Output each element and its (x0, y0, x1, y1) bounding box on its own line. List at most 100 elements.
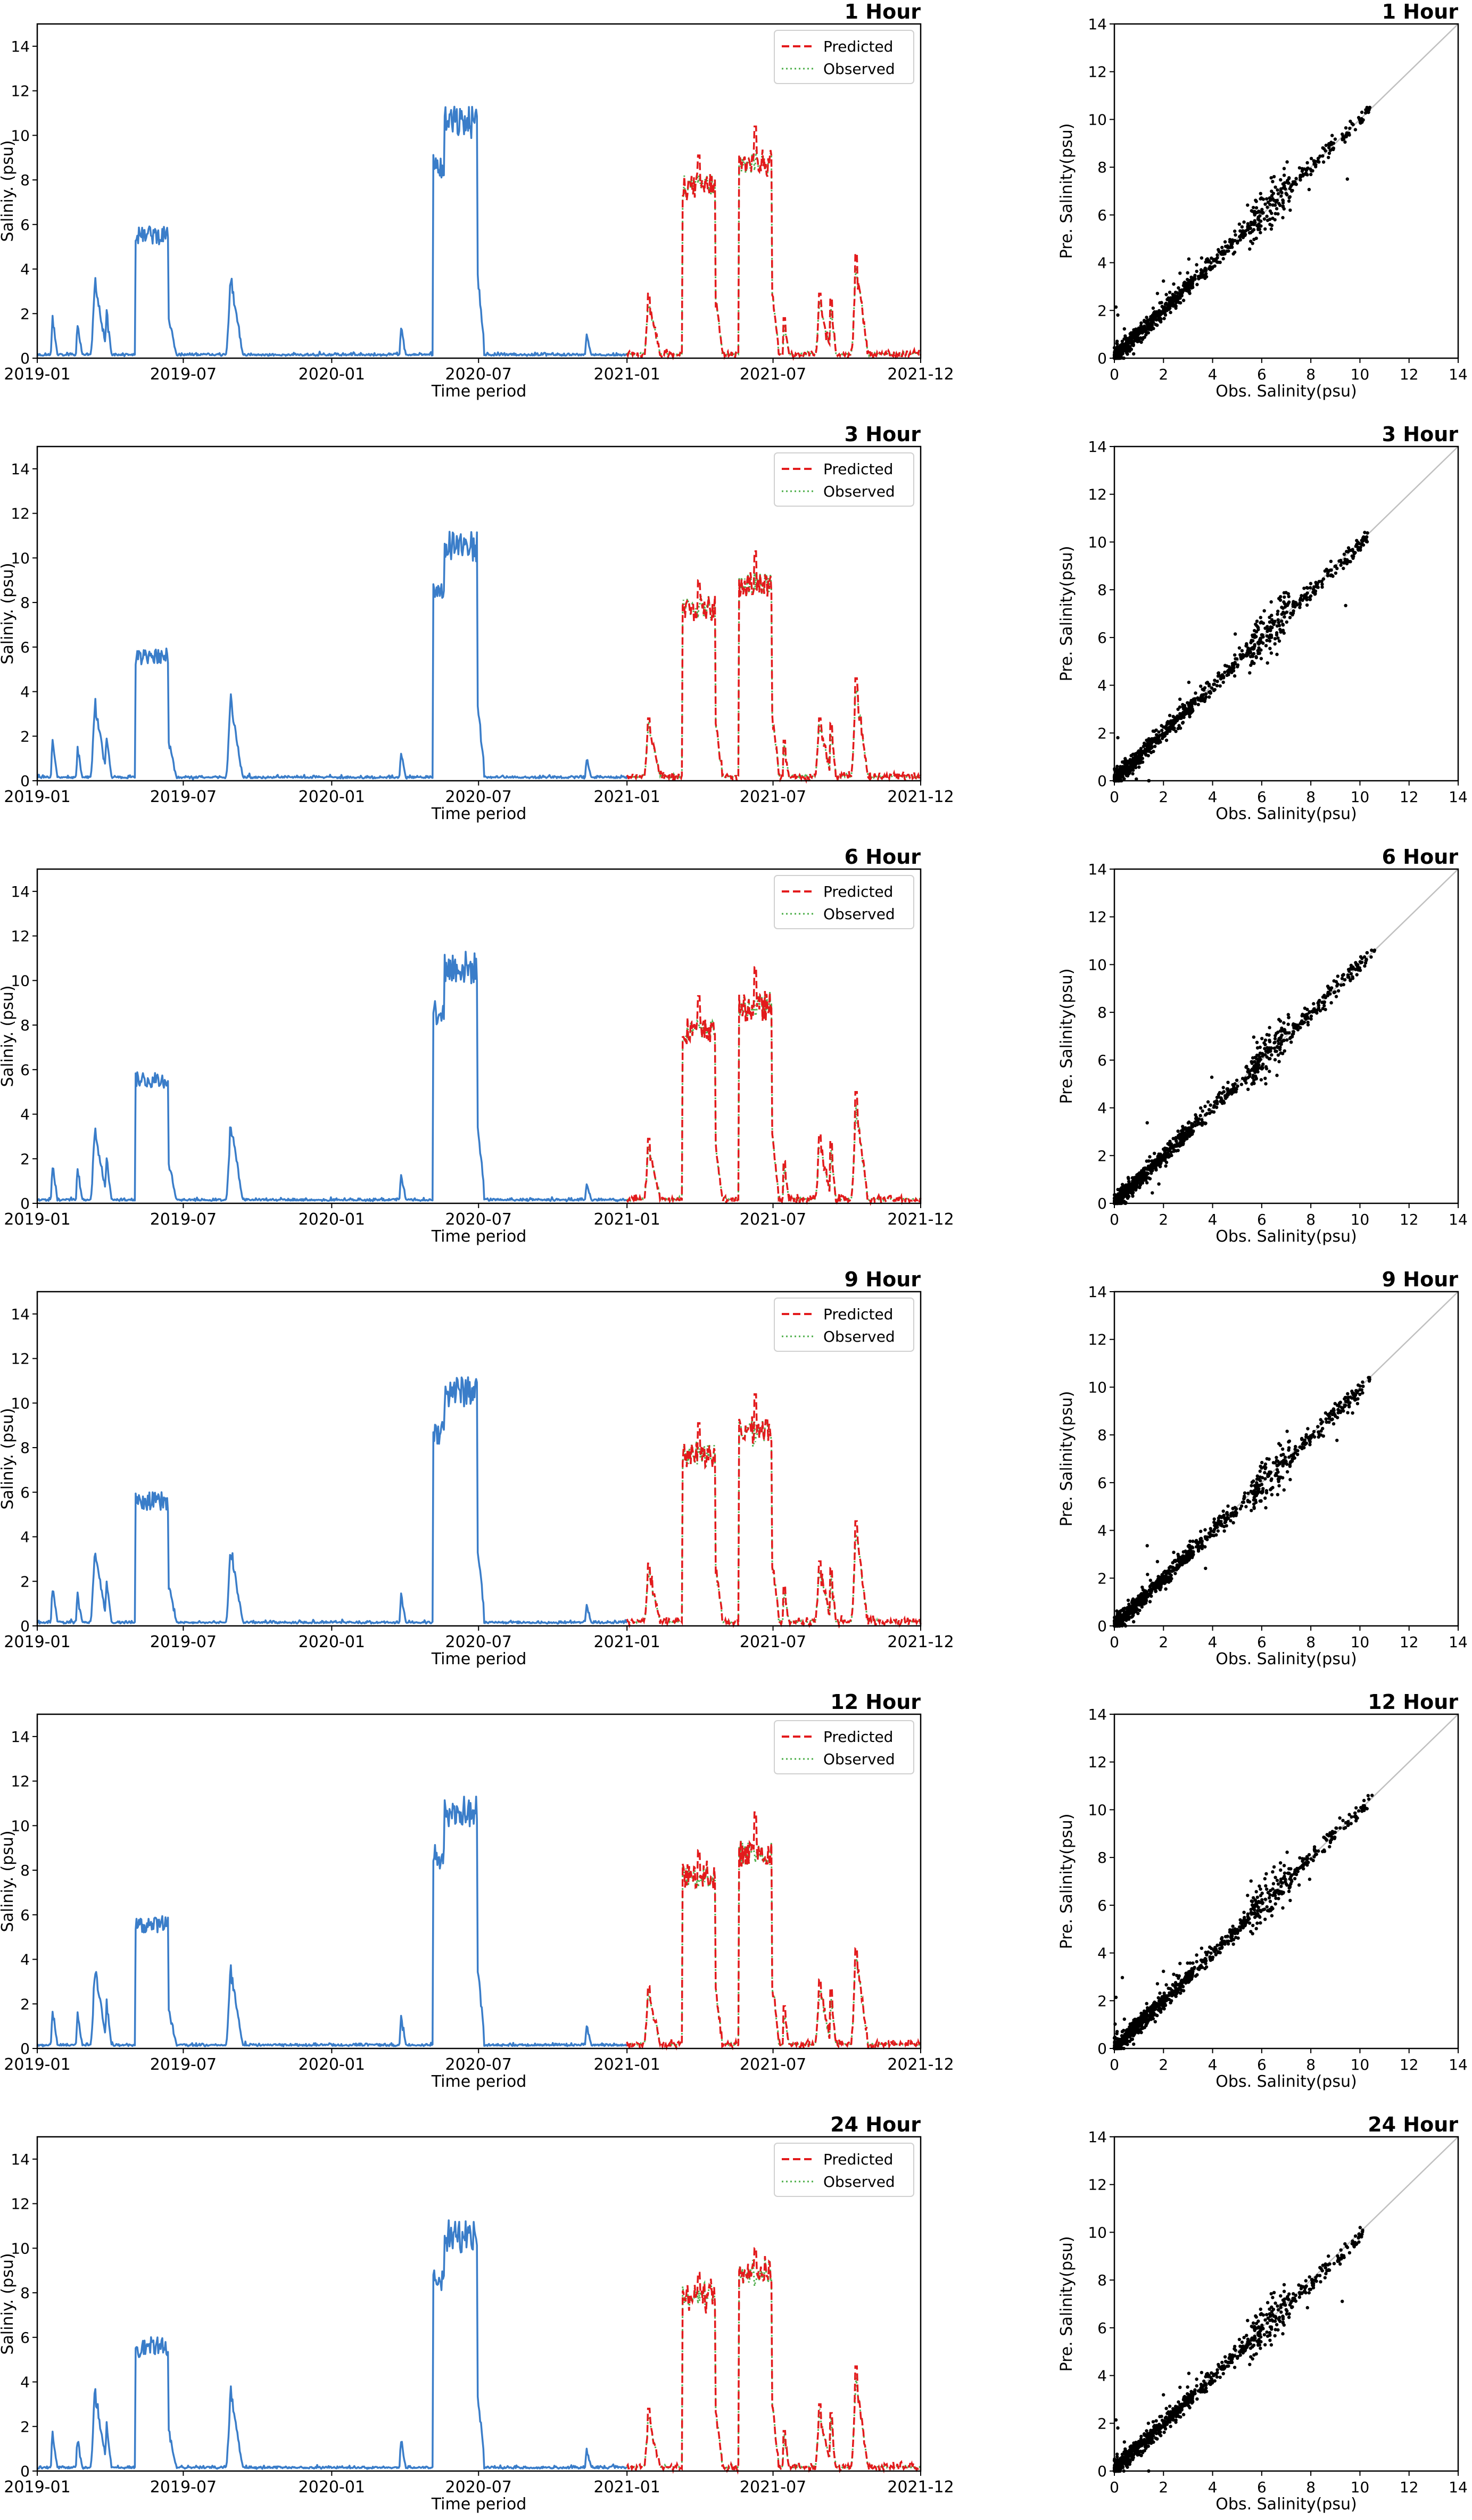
scatter-point (1273, 212, 1277, 216)
scatter-point (1143, 324, 1146, 328)
scatter-point (1162, 1969, 1165, 1973)
scatter-point (1162, 2007, 1166, 2011)
scatter-point (1286, 1022, 1290, 1026)
scatter-point (1134, 1177, 1138, 1181)
y-tick-label: 14 (1088, 1283, 1107, 1301)
scatter-point (1189, 1128, 1193, 1132)
scatter-point (1305, 603, 1309, 607)
scatter-point (1285, 1850, 1289, 1854)
scatter-point (1170, 1569, 1173, 1573)
y-tick-label: 10 (11, 127, 30, 144)
x-tick-label: 2021-01 (594, 1210, 660, 1229)
scatter-point (1164, 1587, 1168, 1591)
scatter-point (1115, 342, 1119, 346)
scatter-point (1162, 1153, 1167, 1158)
scatter-point (1363, 964, 1367, 968)
y-axis-label: Pre. Salinity(psu) (1057, 546, 1076, 682)
scatter-point (1143, 2014, 1146, 2018)
scatter-point (1281, 1028, 1285, 1032)
scatter-point (1153, 1152, 1156, 1155)
x-tick-label: 14 (1449, 366, 1468, 383)
scatter-point (1233, 632, 1237, 636)
scatter-point (1172, 726, 1176, 730)
scatter-point (1157, 730, 1161, 734)
scatter-point (1359, 955, 1363, 959)
scatter-point (1178, 288, 1182, 293)
x-tick-label: 2019-07 (150, 1210, 217, 1229)
scatter-point (1281, 1452, 1285, 1457)
scatter-point (1215, 256, 1219, 260)
scatter-point (1327, 1417, 1331, 1420)
scatter-point (1288, 1877, 1292, 1881)
scatter-point (1250, 222, 1253, 227)
scatter-point (1324, 149, 1327, 153)
y-tick-label: 2 (20, 1150, 30, 1168)
scatter-point (1336, 989, 1341, 993)
y-tick-label: 12 (1088, 2176, 1107, 2194)
scatter-point (1272, 1865, 1276, 1869)
scatter-point (1193, 1120, 1197, 1124)
scatter-point (1227, 668, 1231, 672)
scatter-point (1273, 637, 1277, 641)
scatter-point (1266, 200, 1270, 204)
scatter-point (1140, 750, 1144, 754)
scatter-point (1333, 137, 1337, 141)
scatter-point (1357, 1809, 1361, 1813)
predicted-series-line (626, 966, 922, 1207)
scatter-point (1255, 1483, 1259, 1486)
x-tick-label: 0 (1110, 1633, 1119, 1651)
scatter-point (1165, 1578, 1169, 1582)
scatter-point (1138, 761, 1142, 765)
scatter-point (1226, 1513, 1229, 1517)
scatter-point (1265, 214, 1269, 218)
x-tick-label: 0 (1110, 2056, 1119, 2073)
scatter-point (1143, 1590, 1146, 1594)
scatter-point (1274, 1890, 1278, 1894)
scatter-point (1264, 1884, 1268, 1888)
x-tick-label: 2019-07 (150, 2478, 217, 2497)
scatter-point (1353, 1811, 1357, 1815)
scatter-point (1219, 674, 1223, 679)
scatter-point (1290, 1879, 1294, 1883)
scatter-point (1254, 1500, 1258, 1505)
scatter-point (1362, 1805, 1366, 1809)
scatter-point (1326, 1412, 1330, 1417)
scatter-point (1281, 1052, 1285, 1055)
scatter-point (1204, 1951, 1208, 1954)
y-tick-label: 0 (20, 2040, 30, 2058)
scatter-point (1233, 1506, 1237, 1509)
scatter-point (1319, 1422, 1323, 1425)
scatter-point (1201, 1109, 1204, 1113)
scatter-point (1299, 178, 1302, 182)
x-tick-label: 10 (1351, 2478, 1370, 2496)
scatter-point (1223, 240, 1227, 244)
scatter-point (1334, 571, 1338, 575)
scatter-point (1343, 1404, 1346, 1408)
scatter-point (1296, 1028, 1300, 1032)
scatter-point (1317, 1430, 1320, 1434)
scatter-point (1333, 1413, 1337, 1417)
scatter-point (1174, 730, 1178, 733)
scatter-point (1271, 1907, 1275, 1911)
scatter-point (1126, 1598, 1130, 1602)
scatter-point (1206, 1100, 1210, 1104)
scatter-point (1291, 611, 1295, 615)
scatter-point (1301, 1859, 1304, 1863)
scatter-point (1212, 682, 1216, 686)
scatter-point (1136, 750, 1140, 754)
y-tick-label: 10 (11, 549, 30, 567)
scatter-point (1123, 1606, 1127, 1610)
scatter-point (1357, 115, 1361, 120)
scatter-point (1300, 169, 1304, 173)
scatter-point (1263, 1043, 1267, 1047)
scatter-point (1204, 1965, 1209, 1969)
scatter-point (1164, 1164, 1168, 1168)
scatter-point (1320, 585, 1324, 589)
scatter-point (1276, 188, 1279, 192)
x-tick-label: 2019-01 (4, 2478, 70, 2497)
scatter-point (1275, 1464, 1279, 1467)
scatter-point (1139, 2011, 1143, 2015)
scatter-point (1173, 1572, 1177, 1575)
scatter-point (1130, 1192, 1134, 1196)
scatter-point (1326, 574, 1330, 577)
